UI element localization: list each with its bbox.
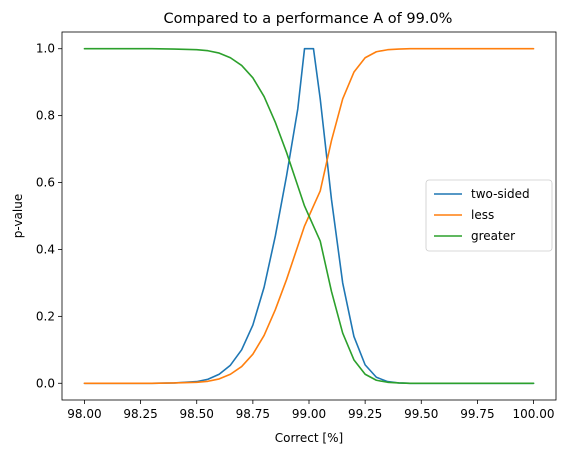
y-tick-label: 0.2 bbox=[36, 309, 55, 323]
legend-box bbox=[425, 179, 553, 252]
legend-label-less: less bbox=[471, 208, 494, 222]
x-axis-label: Correct [%] bbox=[275, 431, 343, 445]
y-tick-label: 0.0 bbox=[36, 376, 55, 390]
x-tick-label: 99.75 bbox=[460, 407, 494, 421]
legend-label-two-sided: two-sided bbox=[471, 187, 530, 201]
legend: two-sided less greater bbox=[425, 179, 553, 252]
y-tick-label: 0.8 bbox=[36, 109, 55, 123]
series-layer bbox=[83, 47, 535, 385]
y-axis: 0.0 0.2 0.4 0.6 0.8 1.0 bbox=[36, 42, 62, 390]
x-tick-label: 98.25 bbox=[123, 407, 157, 421]
series-line-greater bbox=[83, 47, 535, 385]
y-tick-label: 0.6 bbox=[36, 176, 55, 190]
x-tick-label: 98.00 bbox=[67, 407, 101, 421]
y-tick-label: 1.0 bbox=[36, 42, 55, 56]
x-tick-label: 99.50 bbox=[404, 407, 438, 421]
x-tick-label: 98.50 bbox=[180, 407, 214, 421]
chart-title: Compared to a performance A of 99.0% bbox=[164, 11, 453, 27]
x-tick-label: 99.00 bbox=[292, 407, 326, 421]
legend-label-greater: greater bbox=[471, 229, 515, 243]
x-tick-label: 98.75 bbox=[236, 407, 270, 421]
y-tick-label: 0.4 bbox=[36, 242, 55, 256]
x-axis: 98.00 98.25 98.50 98.75 99.00 99.25 99.50 99.75… bbox=[67, 400, 555, 421]
y-axis-label: p-value bbox=[11, 194, 25, 238]
x-tick-label: 100.00 bbox=[513, 407, 555, 421]
x-tick-label: 99.25 bbox=[348, 407, 382, 421]
